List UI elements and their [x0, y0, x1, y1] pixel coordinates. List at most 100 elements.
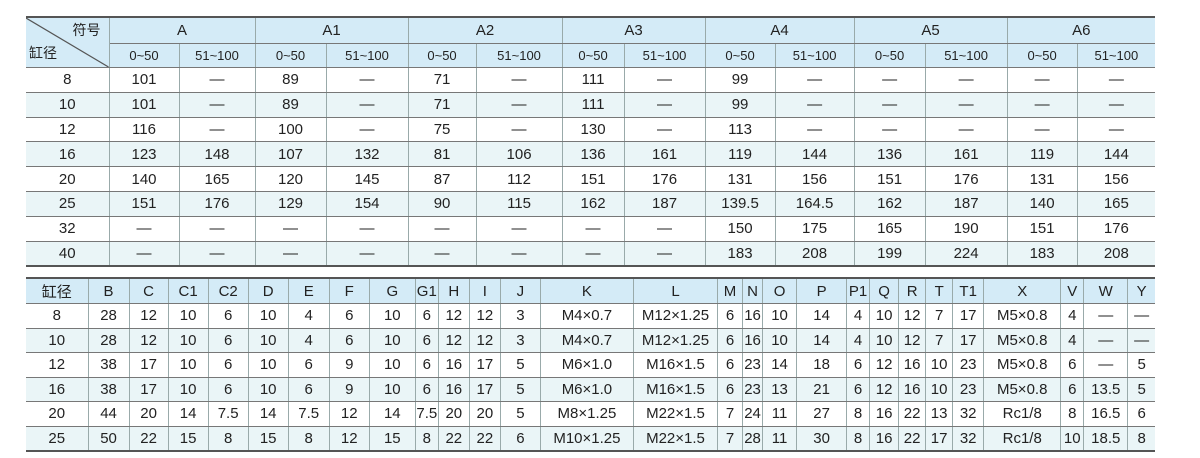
value-cell: Rc1/8	[983, 426, 1062, 452]
stroke-range-header: 0~50	[561, 43, 625, 68]
value-cell: 4	[287, 303, 330, 329]
value-cell: M4×0.7	[539, 303, 634, 329]
value-cell: 10	[1060, 426, 1085, 452]
value-cell: 17	[952, 328, 985, 353]
value-cell: 32	[952, 401, 985, 427]
value-cell: 10	[869, 328, 900, 353]
stroke-range-header: 0~50	[1006, 43, 1078, 68]
value-cell: 12	[898, 328, 927, 353]
symbol-label: 符号	[72, 22, 101, 38]
column-header: L	[632, 278, 719, 304]
value-cell: 3	[499, 328, 541, 353]
bore-cell: 8	[26, 303, 89, 329]
value-cell: —	[853, 117, 926, 143]
column-header: Q	[869, 278, 900, 304]
value-cell: M5×0.8	[983, 377, 1062, 402]
value-cell: 175	[774, 216, 855, 242]
value-cell: 5	[1127, 352, 1155, 378]
value-cell: 23	[952, 377, 985, 402]
bore-cell: 12	[26, 117, 110, 143]
stroke-range-row: 0~50 51~100 0~50 51~100 0~50 51~100 0~50 51~100…	[26, 43, 1156, 68]
value-cell: 8	[846, 401, 871, 427]
value-cell: 139.5	[704, 191, 776, 217]
value-cell: —	[178, 216, 256, 242]
value-cell: 112	[475, 166, 563, 192]
value-cell: —	[774, 92, 855, 118]
value-cell: 23	[742, 377, 764, 402]
value-cell: 28	[87, 303, 130, 329]
value-cell: 6	[414, 352, 439, 378]
value-cell: 38	[87, 377, 130, 402]
bore-cell: 20	[26, 401, 89, 427]
value-cell: 16	[437, 352, 470, 378]
value-cell: 6	[717, 328, 744, 353]
stroke-range-header: 51~100	[178, 43, 256, 68]
value-cell: —	[407, 216, 477, 242]
stroke-range-header: 51~100	[1076, 43, 1156, 68]
value-cell: 17	[128, 377, 169, 402]
corner-header-cell: 符号 缸径	[26, 17, 110, 68]
value-cell: —	[178, 67, 256, 93]
value-cell: 14	[167, 401, 209, 427]
value-cell: 10	[247, 352, 289, 378]
value-cell: 148	[178, 141, 256, 168]
value-cell: 120	[254, 166, 327, 192]
table-row: 8 101—89—71—111—99— — — — —	[26, 67, 1156, 93]
value-cell: 176	[178, 191, 256, 217]
column-group-header: A4	[704, 17, 855, 44]
value-cell: —	[561, 216, 625, 242]
value-cell: M5×0.8	[983, 328, 1062, 353]
value-cell: M16×1.5	[632, 377, 719, 402]
bore-cell: 16	[26, 141, 110, 168]
value-cell: 23	[952, 352, 985, 378]
table-row: 20 140 165 120 145 87 112 151 176 131 156 151 176 131…	[26, 166, 1156, 192]
value-cell: 27	[796, 401, 848, 427]
value-cell: 10	[368, 303, 416, 329]
value-cell: 176	[623, 166, 706, 192]
value-cell: 165	[853, 216, 926, 242]
value-cell: 162	[853, 191, 926, 217]
value-cell: 7	[717, 401, 744, 427]
value-cell: 90	[407, 191, 477, 217]
column-header: X	[983, 278, 1062, 304]
value-cell: 4	[1060, 328, 1085, 353]
value-cell: 14	[796, 328, 848, 353]
table-row: 20 44 20 14 7.5 14 7.5 12 14 7.5 20 20 5 M8×1.25 M22×1…	[26, 401, 1155, 427]
value-cell: 8	[287, 426, 330, 452]
value-cell: 183	[1006, 241, 1078, 267]
value-cell: 75	[407, 117, 477, 143]
value-cell: 208	[774, 241, 855, 267]
group-header-row: 符号 缸径 A A1 A2 A3 A4 A5 A6	[26, 17, 1156, 68]
value-cell: 32	[952, 426, 985, 452]
table-row: 32— — — — — — — —150 175 165 190 151 176	[26, 216, 1156, 242]
value-cell: 20	[128, 401, 169, 427]
stroke-range-header: 0~50	[407, 43, 477, 68]
value-cell: —	[325, 67, 409, 93]
value-cell: —	[1076, 92, 1156, 118]
value-cell: 8	[414, 426, 439, 452]
value-cell: 12	[328, 426, 370, 452]
value-cell: 89	[254, 67, 327, 93]
value-cell: —	[623, 241, 706, 267]
value-cell: 7	[717, 426, 744, 452]
value-cell: 8	[1127, 426, 1155, 452]
value-cell: 10	[925, 352, 954, 378]
table-row: 10 28 12 10 6 10 4 6 10 6 12 12 3 M4×0.7 M12×1.25 6 16 10…	[26, 328, 1155, 353]
value-cell: M22×1.5	[632, 401, 719, 427]
value-cell: 144	[774, 141, 855, 168]
value-cell: M22×1.5	[632, 426, 719, 452]
value-cell: 100	[254, 117, 327, 143]
value-cell: 17	[952, 303, 985, 329]
value-cell: —	[623, 216, 706, 242]
stroke-range-header: 51~100	[475, 43, 563, 68]
value-cell: 187	[924, 191, 1008, 217]
value-cell: 4	[287, 328, 330, 353]
column-header: C1	[167, 278, 209, 304]
value-cell: 13	[925, 401, 954, 427]
column-header: B	[87, 278, 130, 304]
value-cell: 6	[414, 303, 439, 329]
value-cell: —	[1076, 67, 1156, 93]
value-cell: 119	[704, 141, 776, 168]
value-cell: 6	[717, 377, 744, 402]
value-cell: 113	[704, 117, 776, 143]
